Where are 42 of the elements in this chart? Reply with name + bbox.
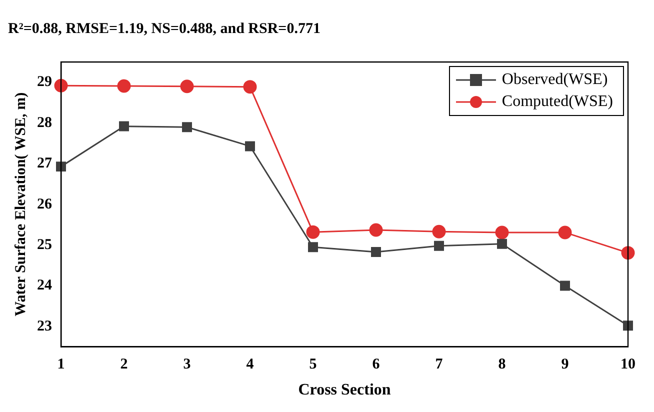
x-tick-label: 10 bbox=[620, 356, 636, 373]
point bbox=[182, 122, 192, 132]
point bbox=[623, 320, 633, 331]
y-tick-label: 23 bbox=[37, 318, 52, 334]
point bbox=[560, 280, 570, 291]
y-axis-title: Water Surface Elevation( WSE, m) bbox=[12, 92, 29, 316]
y-tick-label: 24 bbox=[37, 278, 52, 294]
x-tick-label: 8 bbox=[498, 356, 506, 373]
point bbox=[245, 141, 255, 152]
point bbox=[119, 121, 129, 132]
x-tick-label: 6 bbox=[372, 356, 380, 373]
x-tick-label: 7 bbox=[435, 356, 444, 373]
x-tick-label: 4 bbox=[246, 356, 254, 373]
y-tick-label: 29 bbox=[37, 74, 52, 90]
point bbox=[495, 226, 509, 240]
chart-title: R²=0.88, RMSE=1.19, NS=0.488, and RSR=0.771 bbox=[8, 20, 320, 37]
point bbox=[243, 80, 257, 94]
point bbox=[432, 224, 446, 238]
legend-label: Computed(WSE) bbox=[502, 92, 613, 112]
point bbox=[54, 78, 68, 92]
point bbox=[558, 226, 572, 240]
point bbox=[621, 246, 635, 260]
y-tick-label: 25 bbox=[37, 236, 52, 253]
x-tick-label: 2 bbox=[120, 356, 128, 373]
y-tick-label: 26 bbox=[37, 196, 52, 212]
legend-label: Observed(WSE) bbox=[502, 70, 608, 90]
point bbox=[308, 242, 318, 252]
point bbox=[369, 223, 383, 237]
x-tick-label: 9 bbox=[561, 356, 569, 373]
x-tick-label: 5 bbox=[309, 356, 317, 373]
x-tick-label: 1 bbox=[57, 356, 65, 373]
x-axis-title: Cross Section bbox=[298, 382, 391, 399]
point bbox=[371, 247, 381, 257]
y-tick-label: 28 bbox=[37, 114, 52, 131]
point bbox=[180, 80, 194, 94]
point bbox=[497, 238, 507, 249]
y-tick-label: 27 bbox=[37, 156, 52, 172]
point bbox=[306, 225, 320, 239]
point bbox=[434, 240, 444, 251]
point bbox=[56, 162, 66, 172]
x-tick-label: 3 bbox=[183, 356, 191, 373]
point bbox=[117, 79, 131, 93]
